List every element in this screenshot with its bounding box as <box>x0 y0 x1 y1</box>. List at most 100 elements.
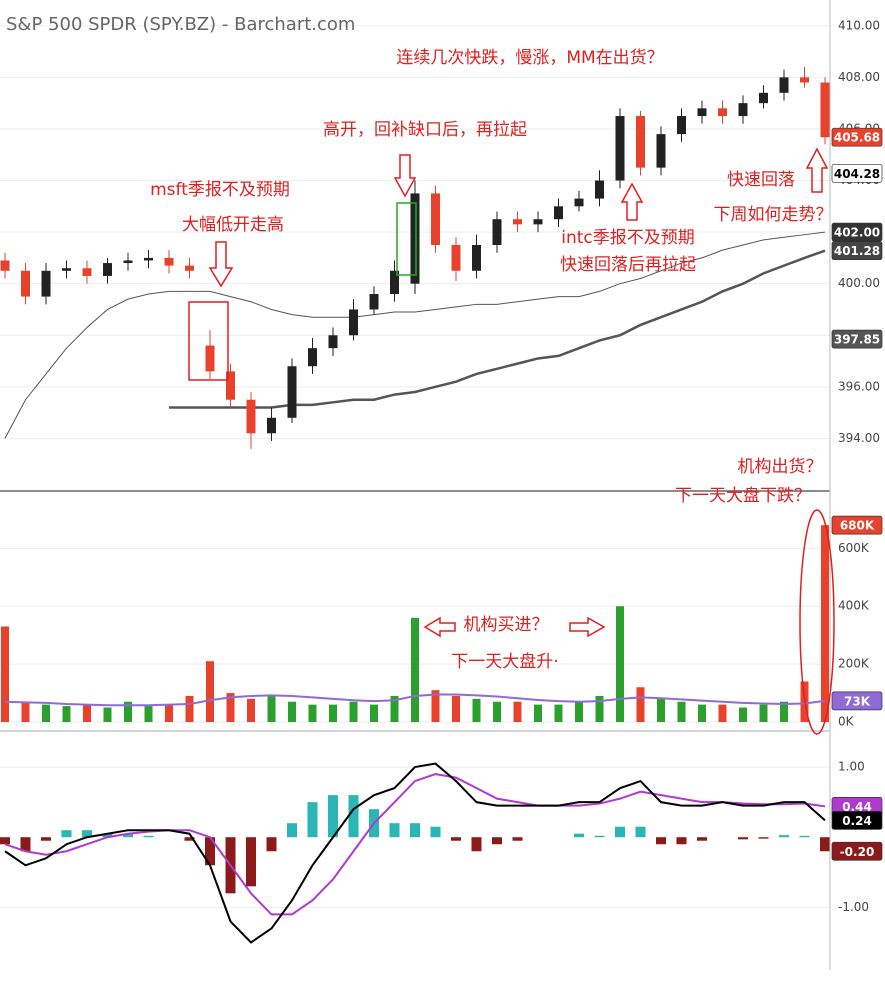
value-badge <box>831 127 883 147</box>
histogram-bar <box>635 826 646 838</box>
volume-bar <box>759 704 768 722</box>
moving-average <box>4 231 826 439</box>
candle-body <box>533 219 543 225</box>
candle-body <box>718 108 727 117</box>
labels: 394.00396.00398.00400.00402.00404.00406.… <box>150 18 883 914</box>
histogram-bar <box>676 837 687 845</box>
moving-average <box>169 249 826 409</box>
highlight-box <box>396 202 417 276</box>
histogram-bar <box>102 833 113 838</box>
candle-body <box>328 335 338 349</box>
value-badge <box>831 329 883 349</box>
candle-body <box>820 82 830 138</box>
highlight-box <box>188 301 229 381</box>
histogram-bar <box>123 833 133 838</box>
highlight-ellipse <box>799 509 835 735</box>
volume-bar <box>698 704 706 722</box>
y-tick-label: 410.00 <box>838 18 880 32</box>
annotation: 下一天大盘下跌？ <box>675 486 811 506</box>
candle-body <box>800 77 809 83</box>
volume-bar <box>431 690 440 722</box>
value-badge-label: 73K <box>844 694 871 708</box>
volume-bar <box>21 701 30 722</box>
annotation: 高开，回补缺口后，再拉起 <box>323 120 527 140</box>
macd-line <box>4 762 826 944</box>
histogram-bar <box>266 837 277 852</box>
up-arrow <box>620 182 644 221</box>
candle-body <box>738 103 748 117</box>
histogram-bar <box>20 837 31 852</box>
histogram-bar <box>779 835 789 838</box>
volume-bar <box>411 617 419 722</box>
volume-bar <box>554 704 563 722</box>
candle-body <box>390 270 399 294</box>
value-badge <box>831 515 883 535</box>
annotation: 机构出货？ <box>738 457 823 477</box>
candle-body <box>369 294 379 310</box>
volume-bar <box>718 704 727 722</box>
candle-body <box>759 92 768 104</box>
value-badge <box>831 222 883 242</box>
volume-bar <box>534 704 542 722</box>
volume-bar <box>329 704 337 722</box>
volume-bar <box>390 695 399 722</box>
histogram-bar <box>451 837 461 841</box>
histogram-bar <box>820 837 830 852</box>
histogram-bar <box>492 837 502 845</box>
histogram-bar <box>594 835 605 838</box>
value-badge-label: 0.24 <box>842 814 872 828</box>
volume-bar <box>124 701 132 722</box>
candle-body <box>513 219 522 225</box>
volume-bar <box>780 701 788 722</box>
histogram-bar <box>697 837 707 841</box>
up-arrow <box>805 147 829 193</box>
candle-body <box>0 260 10 271</box>
value-badge <box>831 811 883 830</box>
value-badge-label: 401.28 <box>834 244 880 258</box>
value-badge <box>831 241 883 261</box>
y-tick-label: -1.00 <box>838 900 869 914</box>
annotation: 快速回落 <box>727 170 795 190</box>
volume-bar <box>472 698 481 722</box>
volume-bar <box>370 704 378 722</box>
histogram-bar <box>0 837 10 845</box>
candle-body <box>349 309 358 336</box>
candle-body <box>451 245 461 271</box>
chart-title: S&P 500 SPDR (SPY.BZ) - Barchart.com <box>6 14 355 35</box>
value-badge-label: 405.68 <box>834 131 880 145</box>
y-tick-label: 408.00 <box>838 70 880 84</box>
histogram-bar <box>430 826 441 838</box>
volume-bar <box>62 706 71 722</box>
candle-body <box>62 268 71 271</box>
right-arrow <box>569 616 606 638</box>
histogram-bar <box>61 830 72 838</box>
y-tick-label: 1.00 <box>838 760 865 774</box>
volume-bar <box>247 698 255 722</box>
candle-body <box>185 265 194 271</box>
histogram-bar <box>574 833 584 838</box>
value-badge-label: 404.28 <box>834 167 880 181</box>
candle-body <box>82 268 92 276</box>
histogram-bar <box>512 837 523 841</box>
volume-bar <box>103 707 112 722</box>
annotation: 快速回落后再拉起 <box>560 255 696 275</box>
volume-bar <box>144 706 153 722</box>
annotation: intc季报不及预期 <box>561 228 695 248</box>
candle-body <box>656 134 666 168</box>
histogram-bar <box>205 837 215 866</box>
value-badge-label: 397.85 <box>834 333 880 347</box>
candle-body <box>615 116 625 181</box>
candle-body <box>697 108 707 117</box>
histogram-bar <box>389 823 400 838</box>
annotation: 下一天大盘升· <box>451 652 558 672</box>
y-tick-label: 600K <box>838 541 870 555</box>
volume-bar <box>185 695 194 722</box>
candle-body <box>574 198 584 207</box>
candle-body <box>267 417 276 434</box>
histogram-bar <box>799 835 810 838</box>
y-tick-label: 396.00 <box>838 379 880 393</box>
volume-bar <box>575 701 583 722</box>
histogram-bar <box>758 837 769 839</box>
volume-average <box>4 693 826 707</box>
